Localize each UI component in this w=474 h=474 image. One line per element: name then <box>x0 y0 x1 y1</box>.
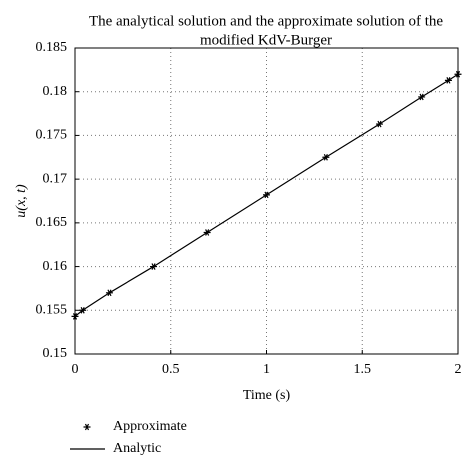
chart-title: The analytical solution and the approxim… <box>89 13 443 29</box>
data-line <box>74 73 459 317</box>
y-tick-label: 0.16 <box>43 259 68 274</box>
chart-title: modified KdV-Burger <box>200 32 332 48</box>
y-tick-label: 0.15 <box>43 346 68 361</box>
y-tick-label: 0.155 <box>36 303 68 318</box>
plot-frame <box>74 47 459 355</box>
x-tick-label: 1 <box>263 362 270 377</box>
data-point <box>71 313 79 320</box>
x-tick-label: 1.5 <box>354 362 372 377</box>
y-tick-label: 0.18 <box>43 84 68 99</box>
legend-label: Analytic <box>113 441 161 456</box>
y-axis-label: u(x, t) <box>14 184 29 218</box>
y-tick-label: 0.165 <box>36 215 68 230</box>
y-tick-label: 0.175 <box>36 128 68 143</box>
x-tick-label: 0.5 <box>162 362 180 377</box>
y-tick-label: 0.185 <box>36 40 68 55</box>
x-tick-label: 2 <box>455 362 462 377</box>
x-axis-label: Time (s) <box>243 388 291 403</box>
x-tick-label: 0 <box>72 362 79 377</box>
y-tick-label: 0.17 <box>43 171 68 186</box>
legend-label: Approximate <box>113 419 187 434</box>
legend-swatch <box>83 423 91 431</box>
